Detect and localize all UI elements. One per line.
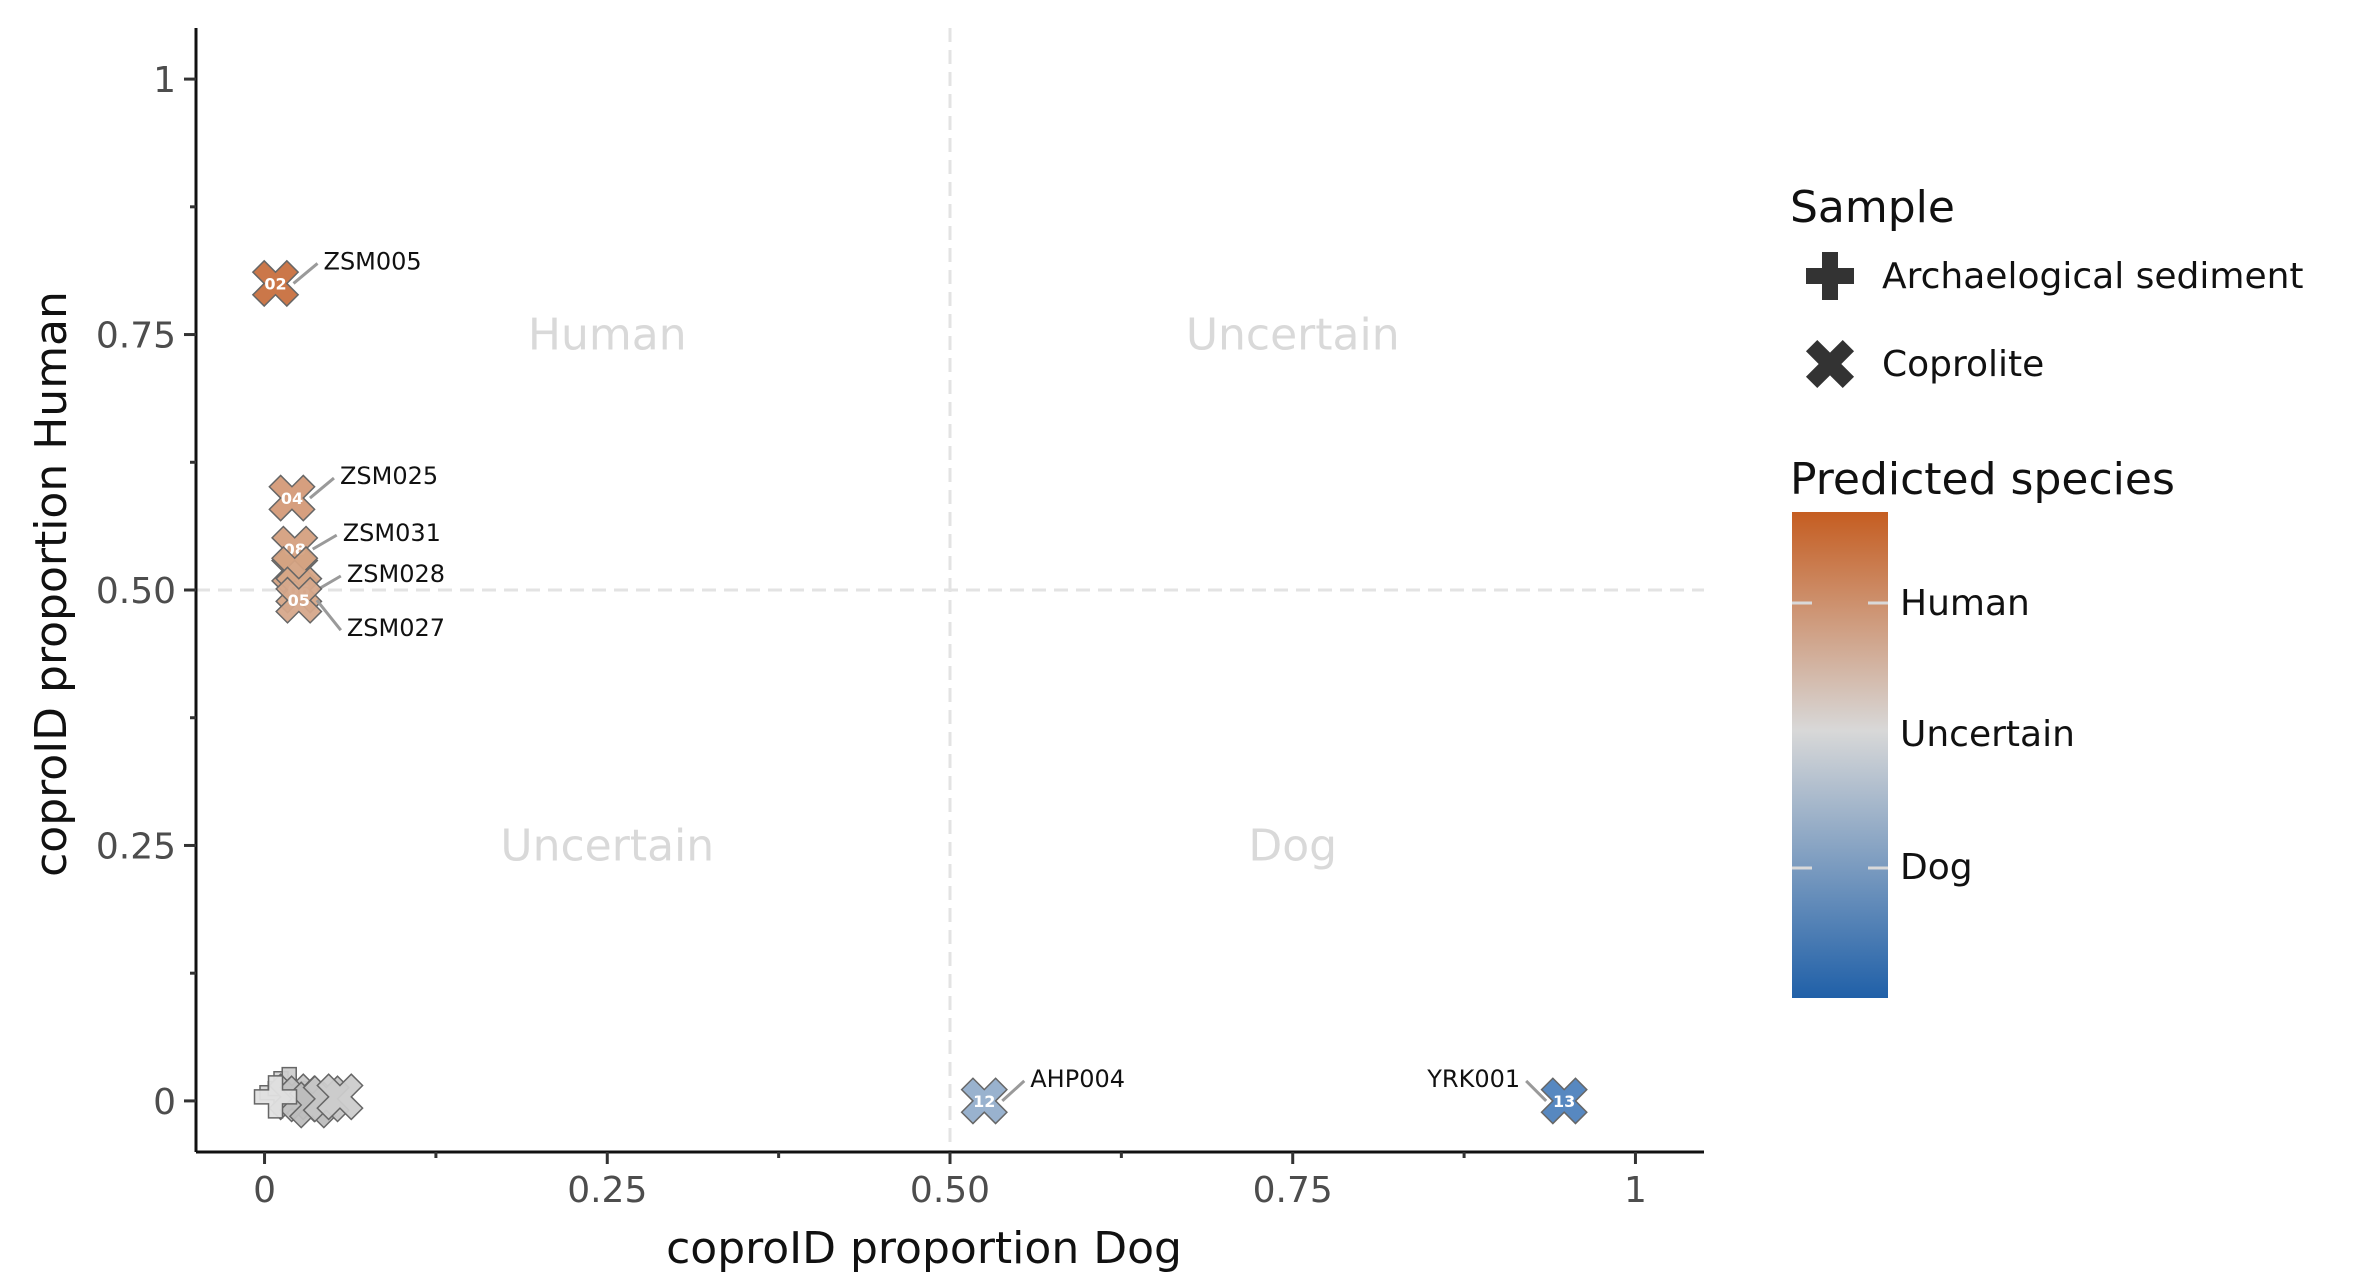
point-label-yrk001: YRK001 <box>1426 1065 1520 1093</box>
point-id-02: 02 <box>264 274 286 293</box>
point-label-leader-2 <box>311 533 338 551</box>
legend-color-dog: Dog <box>1900 847 1973 888</box>
data-point-zsm005 <box>251 259 300 308</box>
data-point-zsm027 <box>275 576 323 624</box>
point-label-ahp004: AHP004 <box>1030 1065 1125 1093</box>
legend-sediment-label: Archaelogical sediment <box>1882 256 2304 297</box>
x-tick-label-2: 0.50 <box>910 1170 990 1211</box>
point-label-leader-15 <box>1525 1079 1548 1102</box>
point-label-zsm031: ZSM031 <box>343 519 441 547</box>
point-label-leader-5 <box>315 599 342 632</box>
y-axis-title: coproID proportion Human <box>26 291 77 877</box>
point-id-13: 13 <box>1553 1092 1575 1111</box>
color-bar <box>1792 512 1888 998</box>
legend-coprolite-key <box>1805 339 1855 389</box>
legend: Sample Archaelogical sediment Coprolite … <box>1790 182 2304 998</box>
legend-sediment-key <box>1806 252 1854 300</box>
legend-shape-title: Sample <box>1790 182 1955 233</box>
y-tick-label-3: 0.75 <box>96 316 176 357</box>
x-tick-label-4: 1 <box>1624 1170 1647 1211</box>
legend-color-title: Predicted species <box>1790 454 2175 505</box>
quadrant-label-3: Uncertain <box>500 820 714 871</box>
data-point-13 <box>316 1073 364 1121</box>
quadrant-label-4: Dog <box>1248 820 1337 871</box>
quadrant-label-1: Human <box>528 310 687 361</box>
plus-icon <box>1806 252 1854 300</box>
data-point-yrk001 <box>1540 1077 1588 1125</box>
color-bar-ticks <box>1792 601 1888 870</box>
y-tick-label-0: 0 <box>153 1082 176 1123</box>
plot-area: Human Uncertain Uncertain Dog 0 0.25 0.50 0.75 1… <box>96 28 1704 1211</box>
point-id-12: 12 <box>973 1092 995 1111</box>
point-label-zsm028: ZSM028 <box>347 560 445 588</box>
x-axis-title: coproID proportion Dog <box>666 1223 1182 1274</box>
quadrant-label-2: Uncertain <box>1186 310 1400 361</box>
y-tick-label-4: 1 <box>153 60 176 101</box>
y-tick-label-1: 0.25 <box>96 826 176 867</box>
x-tick-label-0: 0 <box>253 1170 276 1211</box>
point-label-zsm027: ZSM027 <box>347 614 445 642</box>
point-label-zsm005: ZSM005 <box>324 247 422 275</box>
legend-color-uncertain: Uncertain <box>1900 714 2075 755</box>
point-label-leader-0 <box>292 262 319 285</box>
point-id-05: 05 <box>288 591 310 610</box>
x-tick-label-3: 0.75 <box>1253 1170 1333 1211</box>
data-point-zsm025 <box>268 474 316 522</box>
x-tick-label-1: 0.25 <box>567 1170 647 1211</box>
point-label-leader-1 <box>309 476 335 500</box>
y-tick-label-2: 0.50 <box>96 571 176 612</box>
data-point-ahp004 <box>960 1077 1008 1125</box>
point-label-zsm025: ZSM025 <box>340 462 438 490</box>
legend-coprolite-label: Coprolite <box>1882 344 2044 385</box>
point-label-leader-14 <box>1001 1079 1026 1103</box>
legend-color-human: Human <box>1900 583 2030 624</box>
data-point-14 <box>253 1075 298 1119</box>
x-icon <box>1805 339 1855 389</box>
point-id-04: 04 <box>281 489 303 508</box>
